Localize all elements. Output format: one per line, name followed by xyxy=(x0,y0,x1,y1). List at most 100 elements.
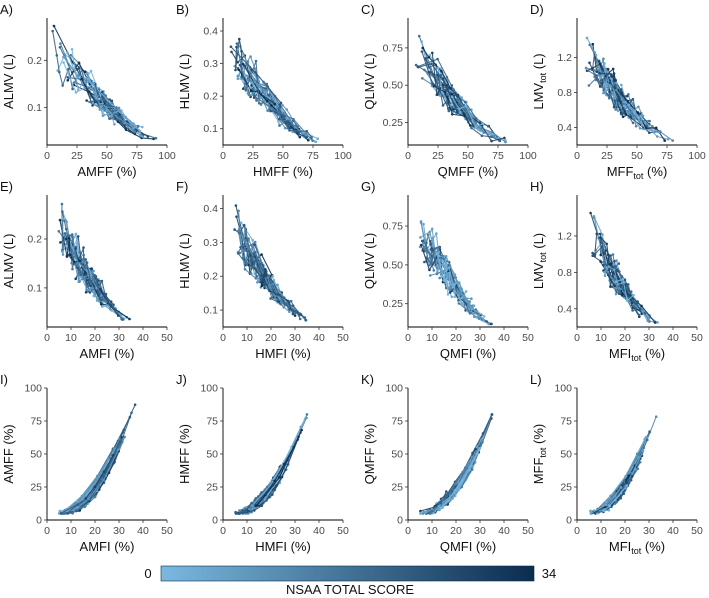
x-tick-label: 0 xyxy=(405,150,411,162)
data-point xyxy=(267,93,270,97)
data-point xyxy=(246,60,250,63)
data-point xyxy=(238,512,241,515)
data-point xyxy=(239,233,243,237)
data-point xyxy=(257,102,261,105)
x-axis-label: AMFF (%) xyxy=(77,164,136,179)
data-point xyxy=(64,232,67,235)
data-point xyxy=(622,479,626,483)
data-point xyxy=(432,269,436,272)
data-point xyxy=(250,501,253,505)
x-tick-label: 20 xyxy=(450,332,462,344)
data-point xyxy=(268,283,271,287)
data-point xyxy=(436,57,439,61)
data-point xyxy=(419,512,422,515)
data-point xyxy=(450,95,454,99)
data-point xyxy=(610,73,613,76)
data-point xyxy=(614,498,617,502)
data-point xyxy=(609,262,612,266)
data-point xyxy=(83,271,86,274)
data-point xyxy=(591,254,594,257)
data-point xyxy=(436,507,440,511)
data-point xyxy=(90,267,93,270)
data-point xyxy=(604,503,608,507)
data-point xyxy=(456,111,459,114)
data-point xyxy=(310,136,313,139)
data-point xyxy=(655,135,659,138)
data-point xyxy=(477,315,480,318)
data-point xyxy=(637,116,641,120)
data-point xyxy=(425,246,429,250)
data-point xyxy=(237,209,240,213)
y-tick-label: 0.1 xyxy=(203,305,218,317)
x-axis-label: AMFI (%) xyxy=(80,346,135,361)
data-point xyxy=(254,250,257,254)
data-point xyxy=(141,135,145,138)
data-point xyxy=(293,129,297,133)
data-point xyxy=(82,246,85,249)
x-tick-label: 25 xyxy=(432,150,444,162)
data-point xyxy=(612,81,616,85)
data-point xyxy=(444,258,448,261)
data-point xyxy=(269,278,272,281)
x-tick-label: 40 xyxy=(137,332,149,344)
data-point xyxy=(615,259,618,262)
x-axis-label: AMFI (%) xyxy=(80,539,135,554)
trajectory-line xyxy=(237,230,264,279)
data-point xyxy=(616,109,620,112)
data-point xyxy=(75,255,78,258)
data-point xyxy=(259,96,262,100)
y-tick-label: 0 xyxy=(397,515,403,527)
panel-label: J) xyxy=(176,372,187,387)
data-point xyxy=(419,221,423,224)
data-point xyxy=(305,129,309,133)
data-point xyxy=(611,67,615,71)
data-point xyxy=(587,84,591,87)
x-axis-label: MFItot (%) xyxy=(609,539,665,556)
data-point xyxy=(252,261,256,264)
data-point xyxy=(84,497,87,500)
data-lines xyxy=(589,211,659,324)
x-axis-label: MFItot (%) xyxy=(609,346,665,363)
panel-l: L) 0 10 20 30 40 50 0 25 50 75 100 MFItot (%) MFFtot … xyxy=(530,372,703,556)
data-point xyxy=(236,77,240,80)
data-point xyxy=(59,512,63,515)
data-point xyxy=(86,288,89,292)
data-point xyxy=(244,88,248,92)
data-point xyxy=(113,447,116,450)
data-point xyxy=(270,104,273,107)
data-point xyxy=(72,509,75,512)
data-point xyxy=(671,139,674,142)
data-point xyxy=(75,76,79,79)
data-point xyxy=(619,486,623,489)
data-point xyxy=(427,251,430,254)
trajectory-line xyxy=(85,454,114,499)
y-tick-label: 75 xyxy=(391,416,403,428)
data-point xyxy=(265,91,268,94)
data-point xyxy=(647,317,651,320)
data-point xyxy=(625,299,629,302)
data-point xyxy=(260,284,264,288)
data-point xyxy=(262,276,265,280)
y-tick-label: 50 xyxy=(391,449,403,461)
data-point xyxy=(453,485,457,489)
data-point xyxy=(420,40,423,43)
data-point xyxy=(624,475,627,478)
data-point xyxy=(61,253,65,256)
data-point xyxy=(132,126,136,130)
y-tick-label: 0.1 xyxy=(27,102,42,114)
data-point xyxy=(92,81,95,85)
data-point xyxy=(288,310,291,314)
data-point xyxy=(272,96,275,100)
x-tick-label: 50 xyxy=(277,150,289,162)
data-point xyxy=(619,497,622,500)
data-point xyxy=(262,264,265,267)
x-tick-label: 10 xyxy=(241,525,253,537)
trajectory-line xyxy=(67,52,112,111)
x-tick-label: 40 xyxy=(313,525,325,537)
data-point xyxy=(235,511,238,514)
data-point xyxy=(602,57,605,61)
y-axis-label: AMFF (%) xyxy=(1,424,16,483)
data-point xyxy=(609,285,612,288)
data-point xyxy=(481,439,484,443)
data-point xyxy=(116,118,119,121)
